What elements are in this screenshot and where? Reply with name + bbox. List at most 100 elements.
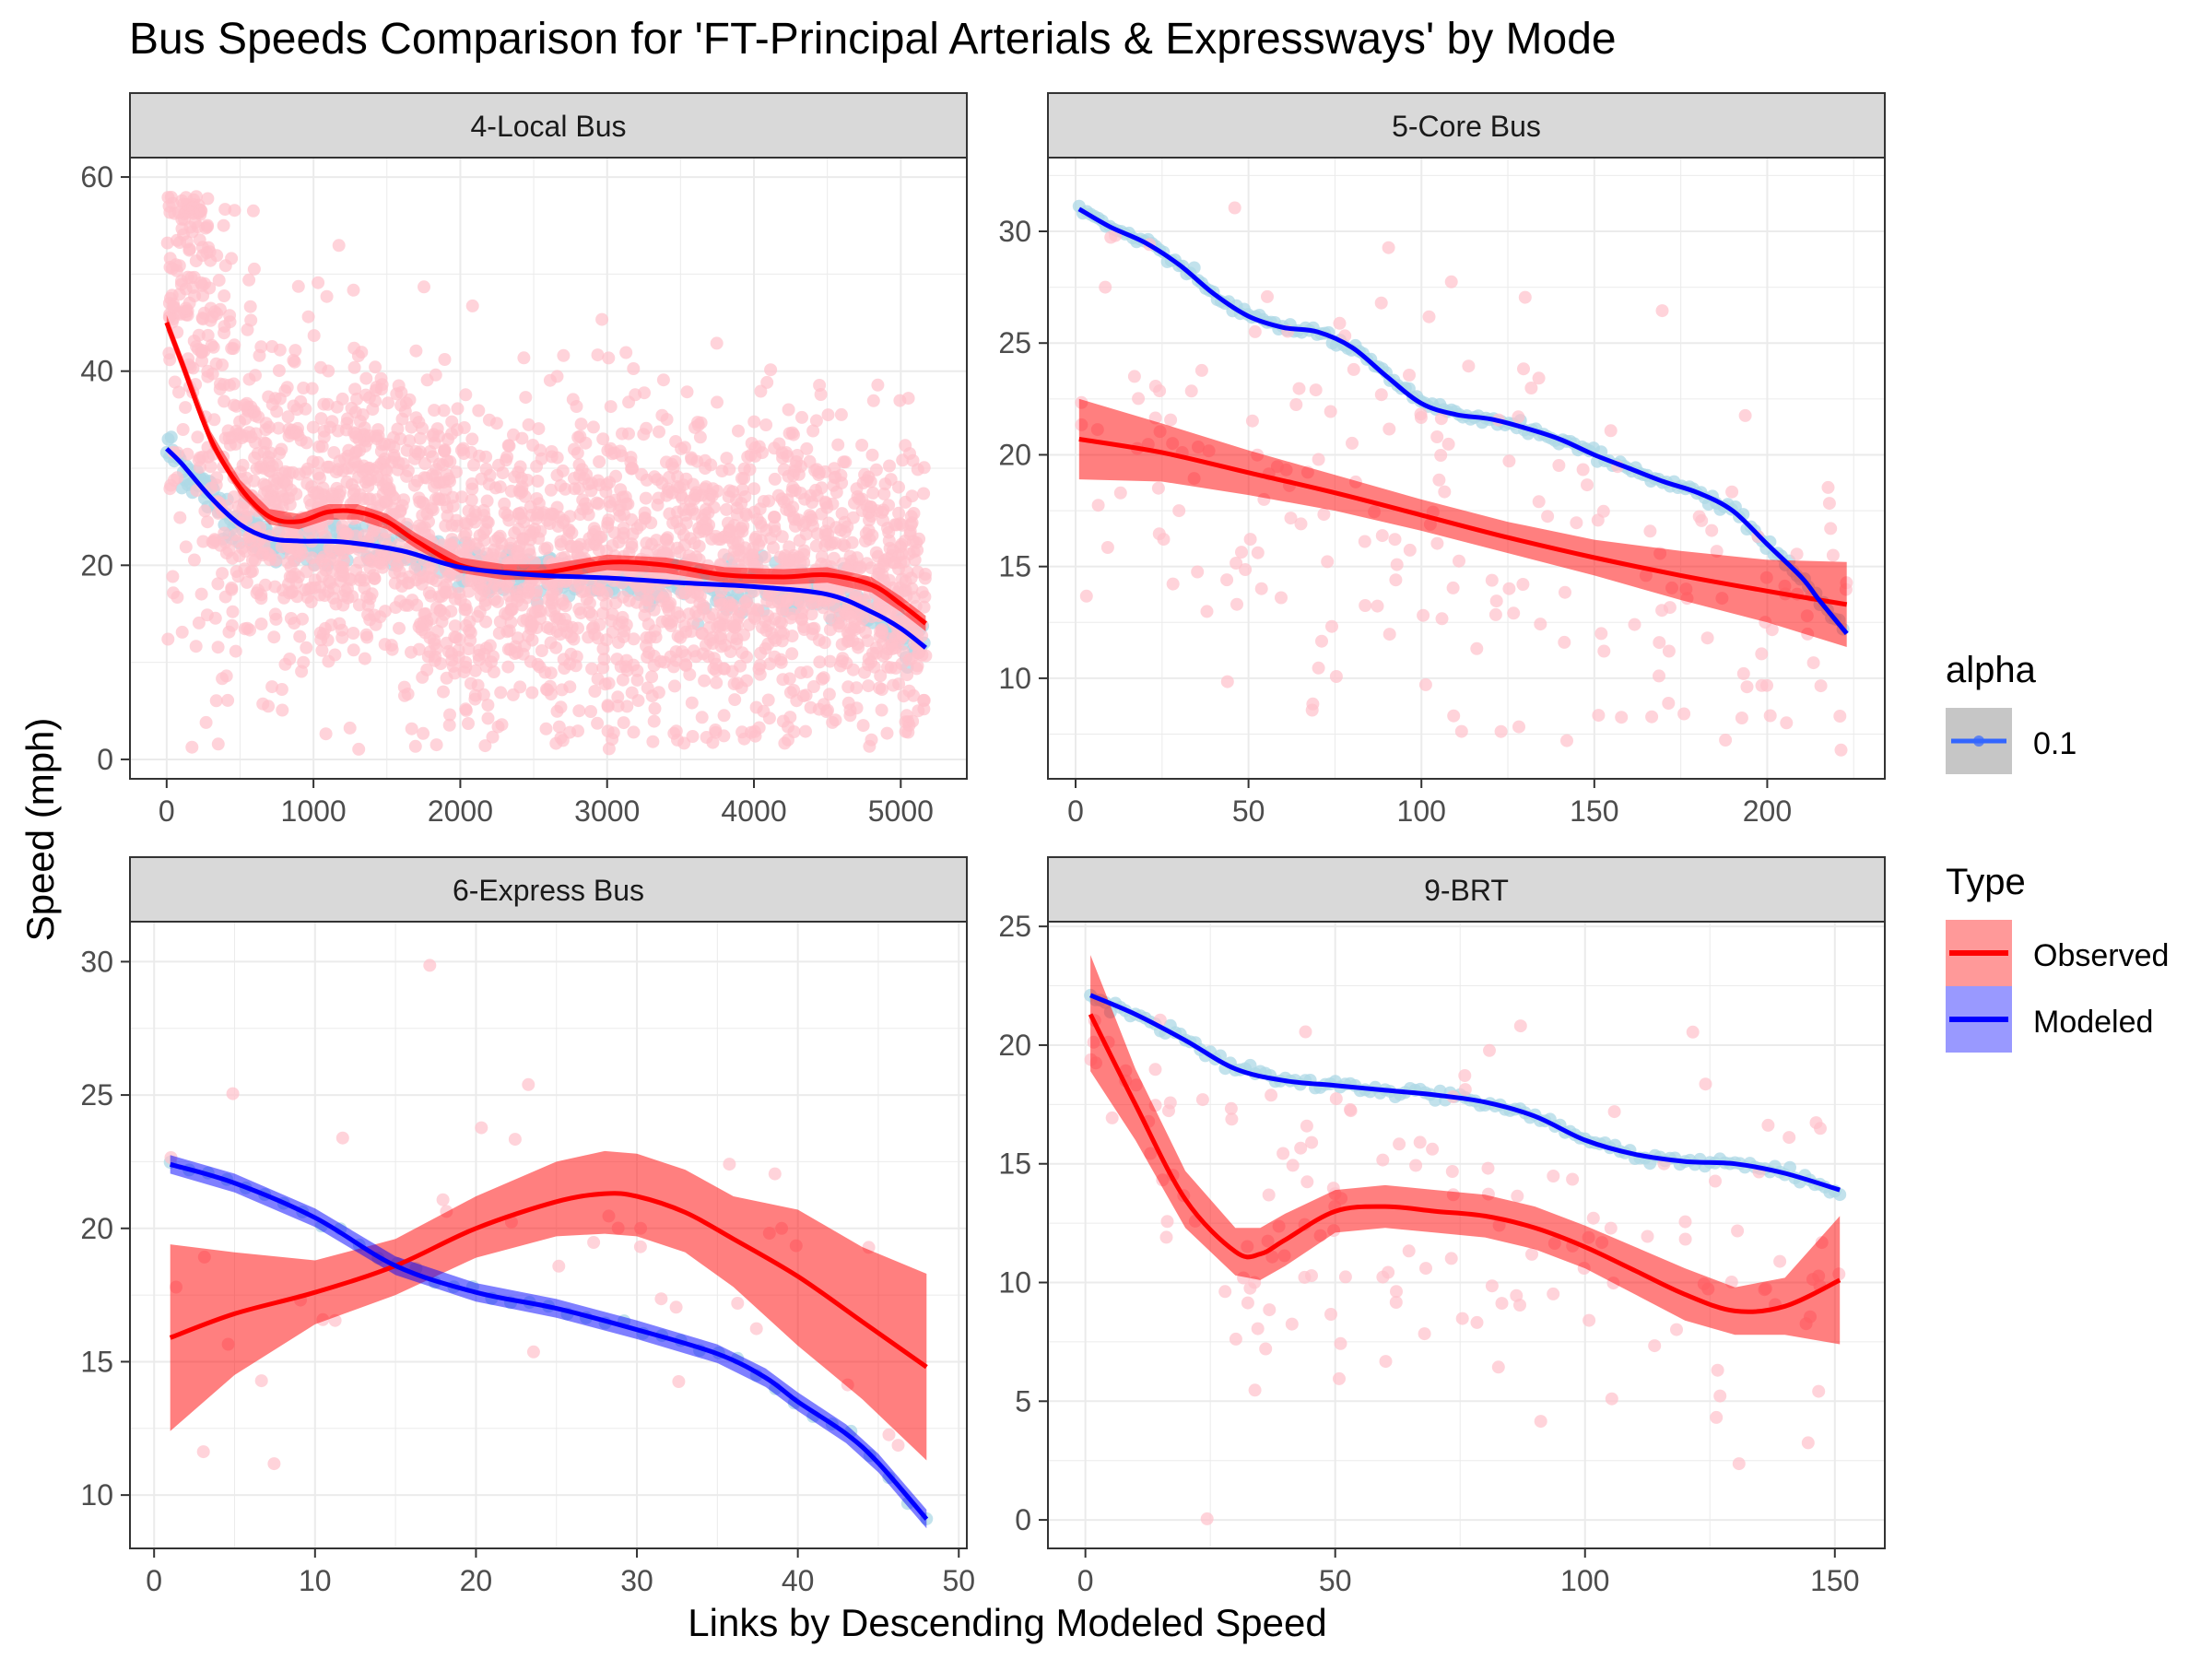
y-tick-label: 15	[998, 550, 1031, 583]
x-tick-label: 50	[942, 1564, 975, 1597]
observed-point	[526, 1345, 540, 1359]
observed-point	[809, 414, 823, 428]
observed-point	[1359, 599, 1372, 612]
observed-point	[271, 524, 285, 538]
observed-point	[278, 657, 292, 671]
legend-alpha-title: alpha	[1946, 650, 2037, 690]
observed-point	[1300, 1175, 1314, 1189]
observed-point	[1430, 430, 1444, 443]
observed-point	[443, 475, 456, 488]
observed-point	[533, 660, 547, 674]
observed-point	[493, 615, 507, 629]
observed-point	[179, 401, 193, 415]
observed-point	[276, 489, 290, 503]
observed-point	[477, 526, 490, 540]
observed-point	[488, 481, 502, 495]
x-tick-label: 0	[1067, 794, 1084, 828]
modeled-point	[164, 430, 178, 444]
observed-point	[273, 343, 287, 357]
observed-point	[565, 620, 579, 634]
observed-point	[300, 565, 313, 579]
observed-point	[408, 739, 422, 753]
observed-point	[1740, 680, 1754, 694]
observed-point	[395, 412, 409, 426]
observed-point	[758, 550, 771, 564]
observed-point	[372, 556, 386, 570]
observed-point	[1382, 241, 1395, 254]
observed-point	[1263, 1303, 1277, 1317]
observed-point	[183, 220, 197, 234]
observed-point	[627, 725, 641, 739]
observed-point	[422, 586, 436, 600]
observed-point	[866, 394, 880, 407]
observed-point	[1382, 628, 1396, 641]
observed-point	[710, 336, 724, 350]
observed-point	[873, 681, 887, 695]
observed-point	[789, 459, 803, 473]
observed-point	[1163, 1096, 1177, 1110]
observed-point	[462, 504, 476, 518]
observed-point	[1583, 1313, 1596, 1327]
observed-point	[1435, 612, 1449, 626]
observed-point	[774, 655, 788, 669]
observed-point	[829, 470, 842, 484]
observed-point	[689, 650, 703, 664]
observed-point	[683, 667, 697, 681]
observed-point	[1413, 1135, 1427, 1149]
observed-point	[439, 519, 453, 533]
observed-point	[667, 660, 680, 674]
observed-point	[462, 717, 475, 730]
observed-point	[1594, 627, 1608, 641]
observed-point	[726, 536, 740, 550]
observed-point	[544, 636, 558, 650]
observed-point	[436, 458, 450, 472]
observed-point	[884, 473, 898, 487]
observed-point	[1422, 310, 1436, 324]
modeled-smooth-line	[169, 1161, 929, 1521]
observed-point	[895, 547, 909, 560]
observed-point	[688, 420, 701, 434]
observed-point	[1559, 585, 1571, 599]
observed-point	[186, 201, 199, 214]
observed-point	[876, 568, 889, 582]
observed-point	[291, 279, 305, 293]
observed-point	[276, 703, 289, 717]
observed-point	[525, 686, 539, 700]
observed-point	[566, 393, 580, 406]
observed-point	[892, 506, 906, 520]
observed-point	[208, 611, 222, 625]
observed-point	[606, 447, 619, 461]
observed-point	[591, 474, 605, 488]
observed-point	[477, 688, 490, 701]
observed-point	[1153, 384, 1167, 398]
observed-point	[223, 315, 237, 329]
observed-point	[888, 556, 901, 570]
observed-point	[1670, 1323, 1683, 1336]
observed-point	[709, 724, 723, 736]
observed-point	[773, 615, 787, 629]
strip-label: 9-BRT	[1424, 874, 1509, 907]
strip-label: 5-Core Bus	[1392, 110, 1541, 143]
observed-point	[782, 504, 796, 518]
observed-point	[1597, 644, 1611, 658]
observed-point	[912, 646, 925, 660]
observed-point	[556, 594, 569, 607]
observed-point	[720, 452, 734, 465]
observed-point	[598, 677, 612, 691]
observed-point	[211, 737, 225, 751]
observed-point	[1643, 524, 1657, 538]
observed-point	[535, 644, 548, 657]
observed-point	[699, 462, 712, 476]
observed-point	[896, 453, 910, 467]
observed-point	[416, 421, 429, 435]
observed-point	[258, 578, 272, 592]
observed-point	[917, 461, 931, 475]
observed-point	[1333, 316, 1347, 330]
observed-point	[762, 712, 776, 725]
observed-point	[448, 619, 462, 633]
observed-point	[321, 633, 335, 647]
observed-point	[574, 418, 588, 431]
observed-point	[423, 959, 437, 972]
observed-point	[449, 630, 463, 644]
